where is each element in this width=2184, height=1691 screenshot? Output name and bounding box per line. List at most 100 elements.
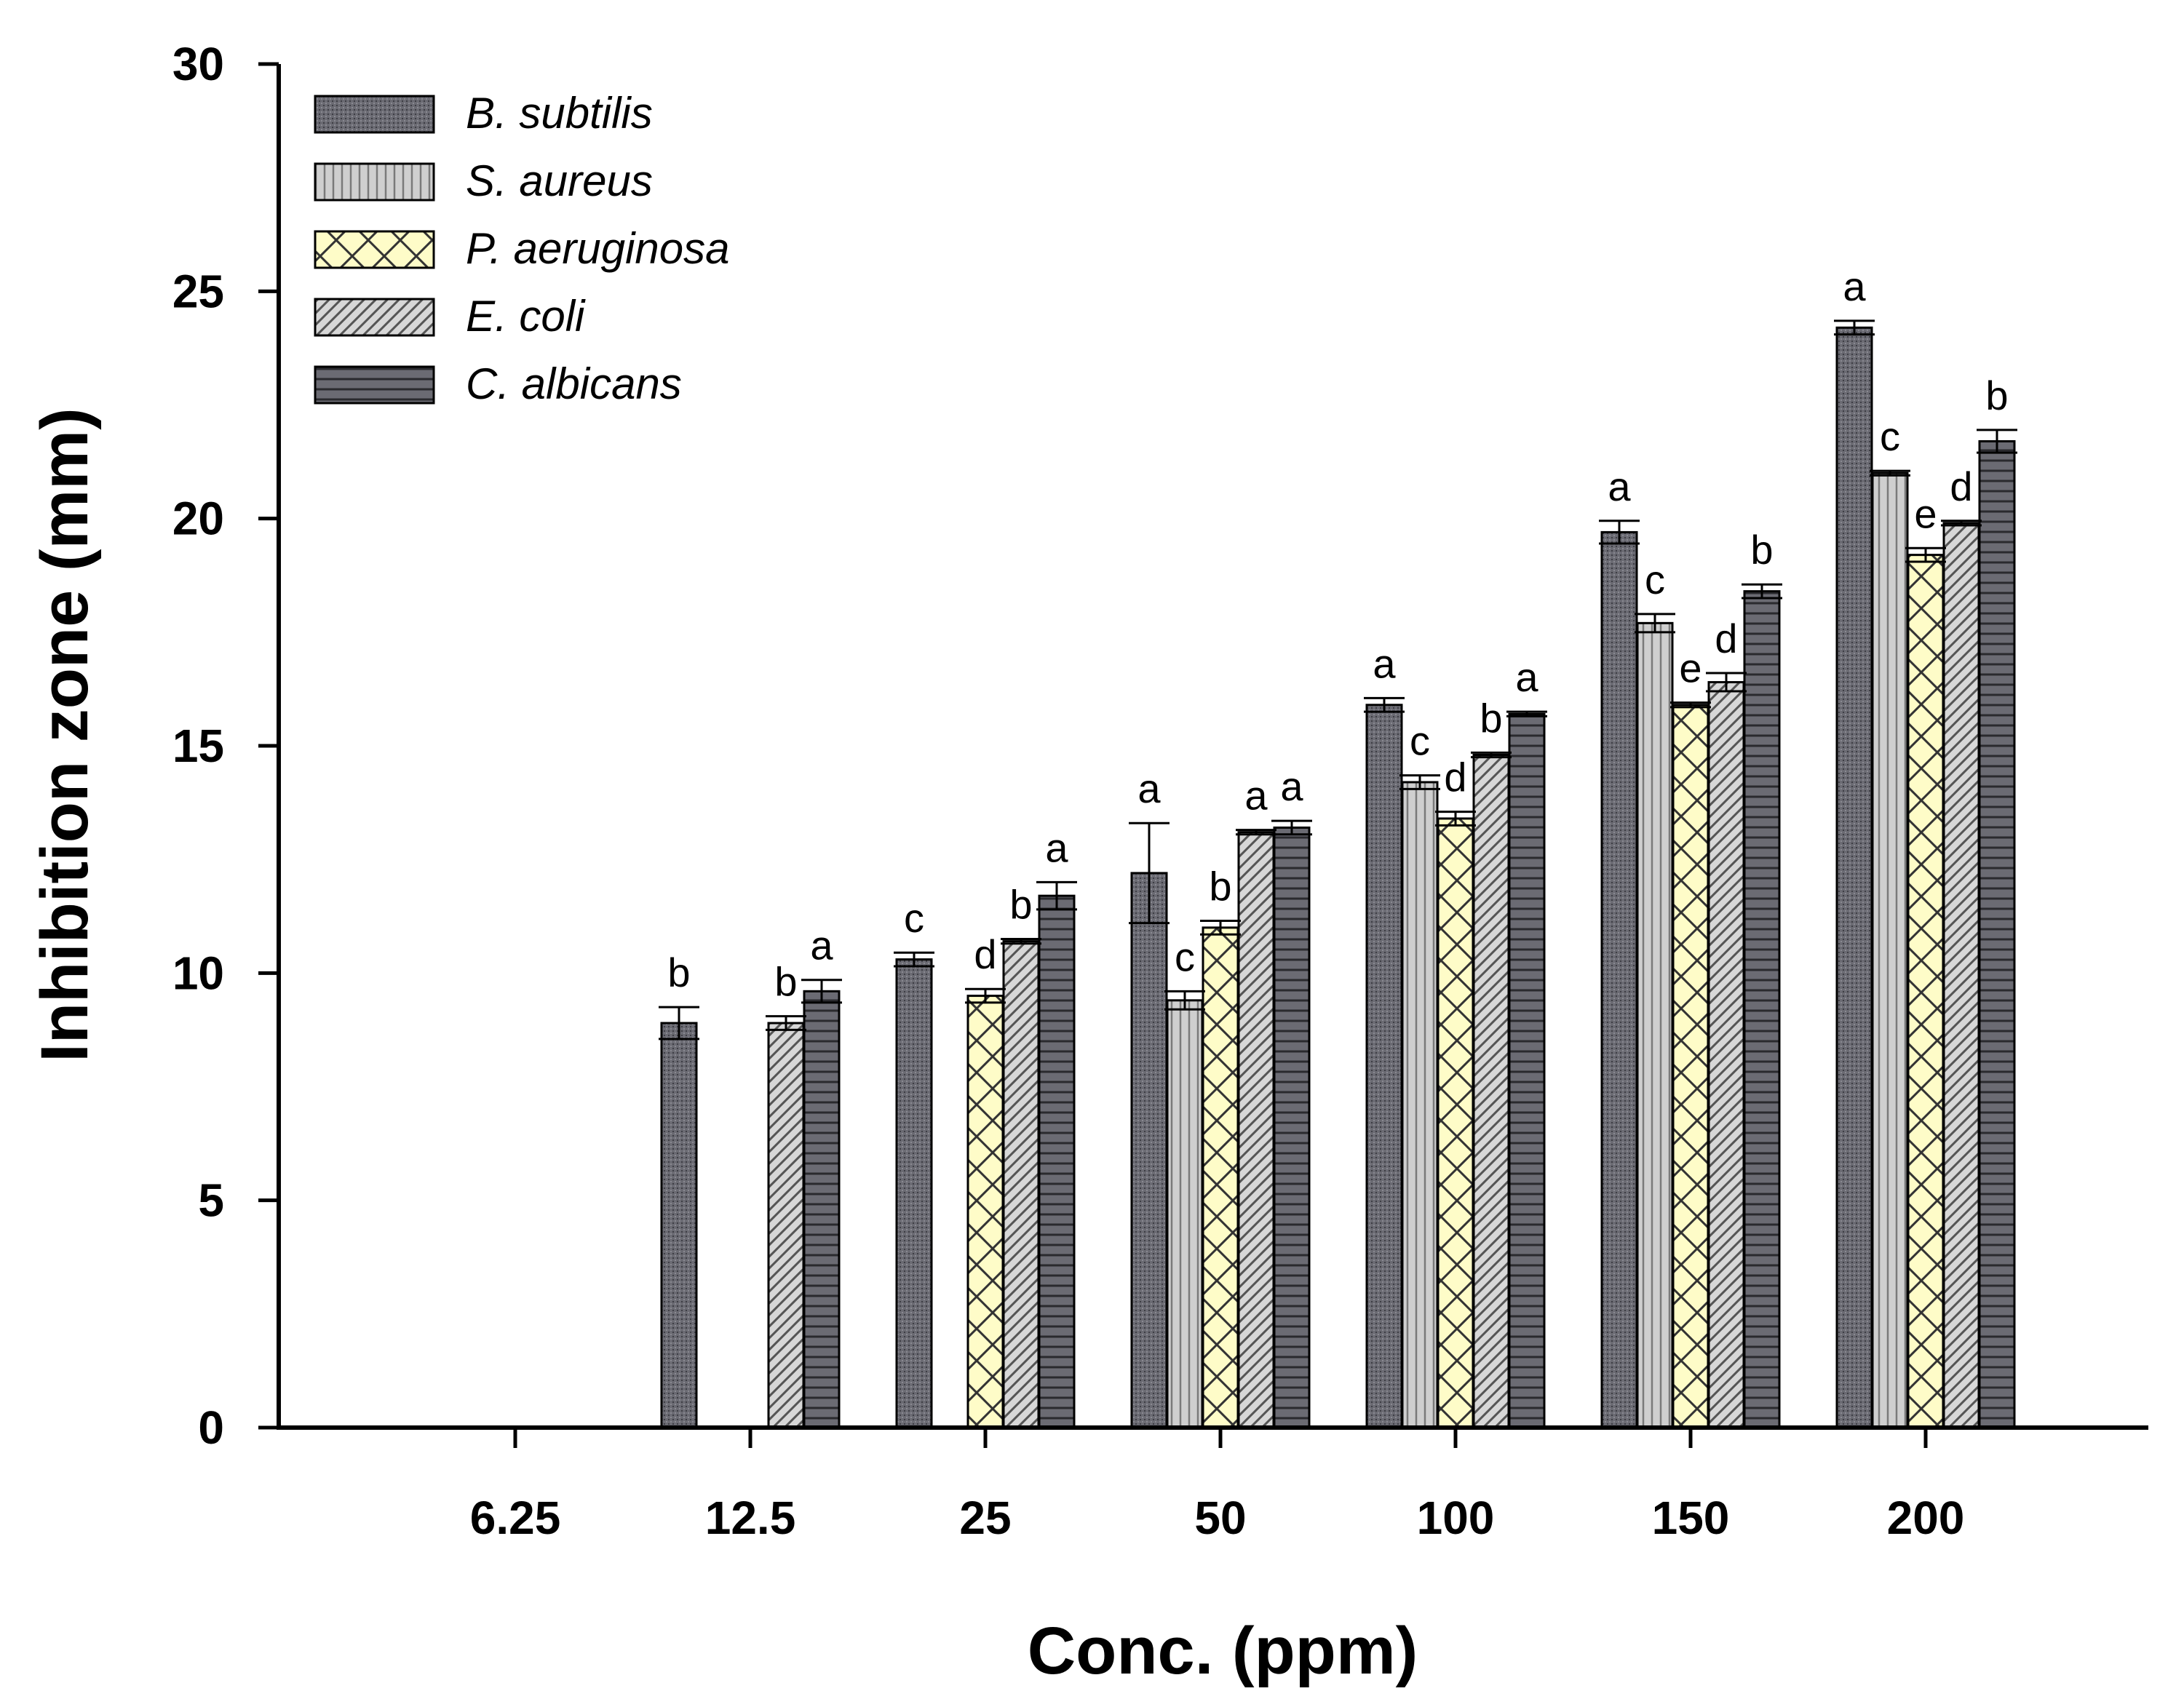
error-bar-b-subtilis-12-5 xyxy=(659,1006,699,1041)
y-tick-label-15: 15 xyxy=(172,720,224,772)
sig-letter-e-coli-25: b xyxy=(1009,881,1032,927)
bar-b-subtilis-100 xyxy=(1365,704,1403,1429)
legend-swatch-b-subtilis xyxy=(314,95,435,134)
sig-letter-s-aureus-100: c xyxy=(1410,718,1430,764)
error-bar-c-albicans-25 xyxy=(1036,880,1077,911)
bar-s-aureus-200 xyxy=(1871,472,1909,1429)
bar-e-coli-25 xyxy=(1002,940,1040,1429)
bar-c-albicans-50 xyxy=(1273,826,1311,1429)
x-tick-label-100: 100 xyxy=(1417,1492,1495,1544)
y-tick-label-20: 20 xyxy=(172,493,224,545)
bar-s-aureus-100 xyxy=(1401,781,1439,1429)
legend-swatch-s-aureus xyxy=(314,162,435,202)
sig-letter-c-albicans-50: a xyxy=(1280,763,1303,809)
sig-letter-p-aeruginosa-200: e xyxy=(1914,490,1937,536)
bar-s-aureus-150 xyxy=(1636,621,1674,1429)
y-tick-label-10: 10 xyxy=(172,947,224,999)
bar-p-aeruginosa-100 xyxy=(1437,817,1474,1429)
error-bar-p-aeruginosa-25 xyxy=(965,987,1006,1004)
bar-b-subtilis-50 xyxy=(1130,872,1168,1429)
bar-e-coli-12-5 xyxy=(767,1022,805,1429)
sig-letter-e-coli-12-5: b xyxy=(774,959,797,1005)
legend-label-p-aeruginosa: P. aeruginosa xyxy=(466,224,730,273)
error-bars-layer xyxy=(659,319,2017,1041)
x-tick-label-50: 50 xyxy=(1194,1492,1246,1544)
error-bar-b-subtilis-25 xyxy=(894,951,934,968)
bar-p-aeruginosa-50 xyxy=(1202,926,1239,1429)
error-bar-e-coli-100 xyxy=(1471,751,1512,759)
error-bar-c-albicans-50 xyxy=(1271,819,1312,836)
x-tick-label-12-5: 12.5 xyxy=(705,1492,796,1544)
bar-e-coli-50 xyxy=(1237,831,1275,1429)
sig-letter-b-subtilis-12-5: b xyxy=(667,950,690,995)
error-bar-c-albicans-100 xyxy=(1506,710,1547,717)
bar-p-aeruginosa-200 xyxy=(1907,554,1945,1429)
sig-letter-e-coli-200: d xyxy=(1950,463,1972,509)
legend-swatch-c-albicans xyxy=(314,365,435,405)
error-bar-e-coli-25 xyxy=(1001,937,1041,945)
error-bar-p-aeruginosa-100 xyxy=(1435,811,1476,827)
bar-c-albicans-25 xyxy=(1038,894,1076,1429)
sig-letter-c-albicans-25: a xyxy=(1045,824,1068,870)
sig-letter-c-albicans-150: b xyxy=(1750,527,1773,573)
x-tick-label-6-25: 6.25 xyxy=(470,1492,561,1544)
x-tick-label-200: 200 xyxy=(1887,1492,1965,1544)
sig-letter-e-coli-100: b xyxy=(1480,695,1502,741)
sig-letter-s-aureus-200: c xyxy=(1880,413,1900,459)
sig-letter-b-subtilis-200: a xyxy=(1843,263,1866,309)
legend-label-c-albicans: C. albicans xyxy=(466,359,682,408)
bar-e-coli-200 xyxy=(1942,522,1980,1429)
sig-letter-b-subtilis-100: a xyxy=(1373,640,1396,686)
error-bar-c-albicans-150 xyxy=(1742,583,1782,600)
legend-label-b-subtilis: B. subtilis xyxy=(466,89,653,138)
error-bar-b-subtilis-50 xyxy=(1129,821,1170,925)
bar-e-coli-150 xyxy=(1707,681,1745,1429)
sig-letter-p-aeruginosa-150: e xyxy=(1679,645,1701,691)
bar-s-aureus-50 xyxy=(1166,999,1204,1429)
y-tick-label-0: 0 xyxy=(198,1401,224,1454)
error-bar-b-subtilis-200 xyxy=(1834,319,1875,336)
sig-letter-c-albicans-12-5: a xyxy=(810,923,833,968)
y-tick-label-25: 25 xyxy=(172,265,224,317)
sig-letter-s-aureus-50: c xyxy=(1175,934,1195,979)
y-axis-title: Inhibition zone (mm) xyxy=(28,407,102,1062)
legend: B. subtilis S. aureus P. aeruginosa E. coli… xyxy=(314,89,730,408)
sig-letter-e-coli-50: a xyxy=(1244,773,1268,819)
x-tick-label-25: 25 xyxy=(959,1492,1011,1544)
sig-letter-b-subtilis-25: c xyxy=(904,895,924,941)
error-bar-s-aureus-100 xyxy=(1399,774,1440,790)
bar-b-subtilis-12-5 xyxy=(660,1022,698,1429)
error-bar-e-coli-200 xyxy=(1941,520,1982,527)
bar-b-subtilis-200 xyxy=(1835,326,1873,1429)
x-ticks: 6.25 12.5 25 50 100 150 200 xyxy=(470,1428,1965,1544)
bars-layer xyxy=(660,326,2016,1429)
bar-c-albicans-100 xyxy=(1508,712,1546,1429)
bar-e-coli-100 xyxy=(1472,753,1510,1429)
sig-letter-c-albicans-200: b xyxy=(1985,373,2008,418)
legend-label-e-coli: E. coli xyxy=(466,292,586,341)
bar-c-albicans-150 xyxy=(1743,590,1781,1429)
y-ticks: 0 5 10 15 20 25 30 xyxy=(172,38,279,1454)
legend-swatch-e-coli xyxy=(314,298,435,337)
error-bar-s-aureus-50 xyxy=(1164,990,1205,1011)
y-tick-label-30: 30 xyxy=(172,38,224,90)
sig-letter-b-subtilis-50: a xyxy=(1137,765,1161,811)
bar-c-albicans-200 xyxy=(1978,439,2016,1429)
error-bar-s-aureus-150 xyxy=(1635,613,1675,634)
legend-label-s-aureus: S. aureus xyxy=(466,156,653,205)
error-bar-c-albicans-200 xyxy=(1977,429,2017,454)
x-axis-title: Conc. (ppm) xyxy=(1028,1614,1418,1688)
sig-letter-e-coli-150: d xyxy=(1715,616,1737,661)
sig-letter-b-subtilis-150: a xyxy=(1608,463,1631,509)
error-bar-c-albicans-12-5 xyxy=(801,979,842,1004)
sig-letter-p-aeruginosa-50: b xyxy=(1209,863,1231,909)
y-tick-label-5: 5 xyxy=(198,1174,224,1227)
bar-b-subtilis-150 xyxy=(1600,530,1638,1429)
legend-swatch-p-aeruginosa xyxy=(314,230,435,269)
sig-letter-p-aeruginosa-100: d xyxy=(1444,755,1466,800)
error-bar-p-aeruginosa-50 xyxy=(1200,919,1241,936)
bar-c-albicans-12-5 xyxy=(803,990,841,1429)
error-bar-e-coli-50 xyxy=(1236,829,1276,836)
